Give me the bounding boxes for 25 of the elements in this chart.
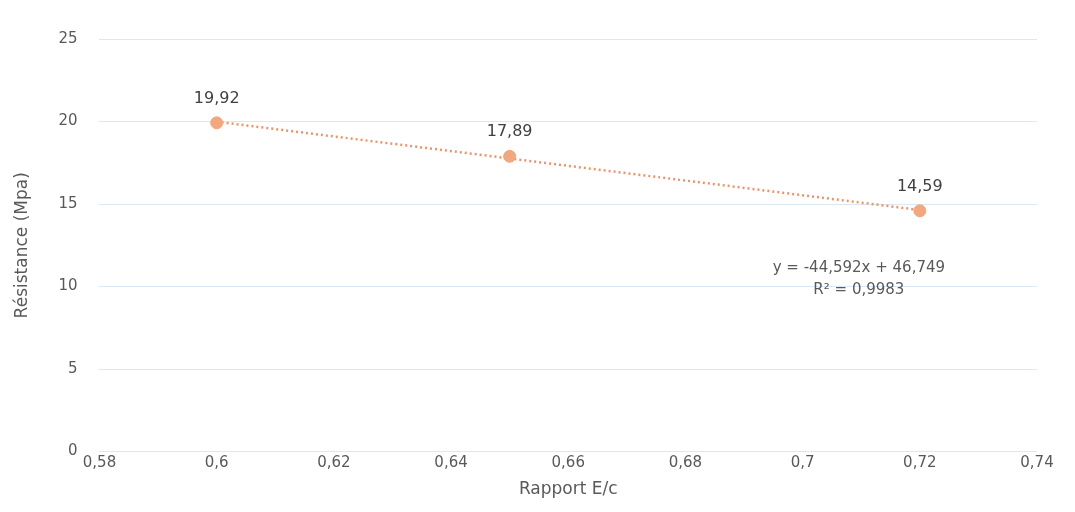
x-tick-label: 0,66 — [551, 453, 585, 472]
annotation: R² = 0,9983 — [813, 279, 905, 298]
x-tick-label: 0,58 — [82, 453, 117, 472]
y-tick-label: 15 — [58, 193, 78, 212]
y-tick-label: 25 — [58, 28, 78, 47]
point — [503, 149, 517, 163]
annotation: y = -44,592x + 46,749 — [772, 257, 946, 276]
data-label: 19,92 — [193, 88, 240, 107]
y-tick-label: 10 — [58, 276, 78, 295]
x-tick-label: 0,74 — [1020, 453, 1054, 472]
x-tick-label: 0,68 — [668, 453, 703, 472]
y-tick-label: 0 — [67, 441, 78, 460]
x-tick-label: 0,64 — [434, 453, 468, 472]
x-tick-label: 0,6 — [204, 453, 229, 472]
y-tick-label: 20 — [58, 111, 78, 130]
point — [913, 204, 927, 218]
data-label: 17,89 — [486, 121, 533, 141]
y-tick-label: 5 — [67, 358, 78, 377]
point — [210, 116, 224, 130]
x-tick-label: 0,62 — [317, 453, 351, 472]
y-axis-title: Résistance (Mpa) — [10, 172, 31, 319]
data-label: 14,59 — [896, 175, 943, 195]
x-axis-title: Rapport E/c — [518, 478, 618, 499]
x-tick-label: 0,7 — [790, 453, 815, 472]
x-tick-label: 0,72 — [903, 453, 937, 472]
